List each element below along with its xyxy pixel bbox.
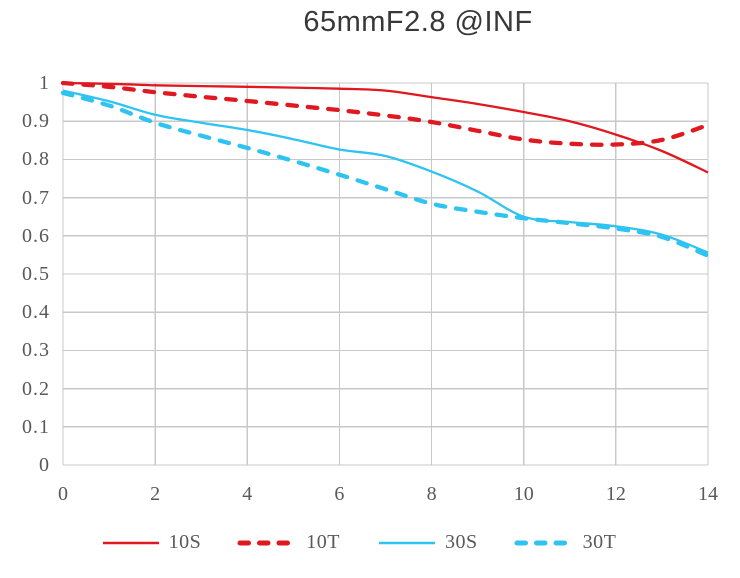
legend-label-30T: 30T xyxy=(582,531,617,553)
legend-item-30S: 30S xyxy=(376,531,478,554)
x-tick-label-12: 12 xyxy=(605,483,626,505)
x-tick-label-10: 10 xyxy=(513,483,534,505)
legend-item-30T: 30T xyxy=(514,531,617,554)
legend-10S-line-sample xyxy=(102,541,159,544)
x-tick-label-8: 8 xyxy=(426,483,437,505)
y-tick-label-1: 1 xyxy=(39,72,50,94)
y-tick-label-0.1: 0.1 xyxy=(22,415,50,438)
x-tick-label-6: 6 xyxy=(334,483,345,505)
series-10T-curve xyxy=(60,80,711,147)
y-tick-label-0.4: 0.4 xyxy=(22,301,50,324)
y-tick-label-0.5: 0.5 xyxy=(22,263,50,285)
y-tick-label-0.2: 0.2 xyxy=(22,377,50,400)
legend-item-10T: 10T xyxy=(237,531,340,554)
y-tick-label-0.6: 0.6 xyxy=(22,224,50,247)
series-30T-curve xyxy=(60,90,711,258)
legend: 10S 10T 30S 30T xyxy=(0,531,716,554)
legend-item-10S: 10S xyxy=(100,531,202,554)
x-tick-label-14: 14 xyxy=(698,483,718,505)
legend-label-10S: 10S xyxy=(168,531,202,553)
legend-label-30S: 30S xyxy=(445,531,478,553)
legend-10T-line-sample xyxy=(237,540,299,545)
legend-30S-line-sample xyxy=(379,541,435,544)
legend-30T-line-sample xyxy=(514,540,576,545)
legend-label-10T: 10T xyxy=(306,531,340,553)
y-tick-label-0.8: 0.8 xyxy=(22,148,50,171)
x-tick-label-0: 0 xyxy=(58,483,68,505)
y-tick-label-0.3: 0.3 xyxy=(22,339,50,362)
chart-title: 65mmF2.8 @INF xyxy=(303,6,533,38)
y-tick-label-0.9: 0.9 xyxy=(22,110,50,133)
series-10S-curve xyxy=(62,81,709,174)
series-30S-curve xyxy=(62,89,709,254)
y-tick-label-0.7: 0.7 xyxy=(22,186,50,209)
x-tick-label-4: 4 xyxy=(242,483,253,505)
y-tick-label-0: 0 xyxy=(39,454,50,476)
x-tick-label-2: 2 xyxy=(150,483,161,505)
